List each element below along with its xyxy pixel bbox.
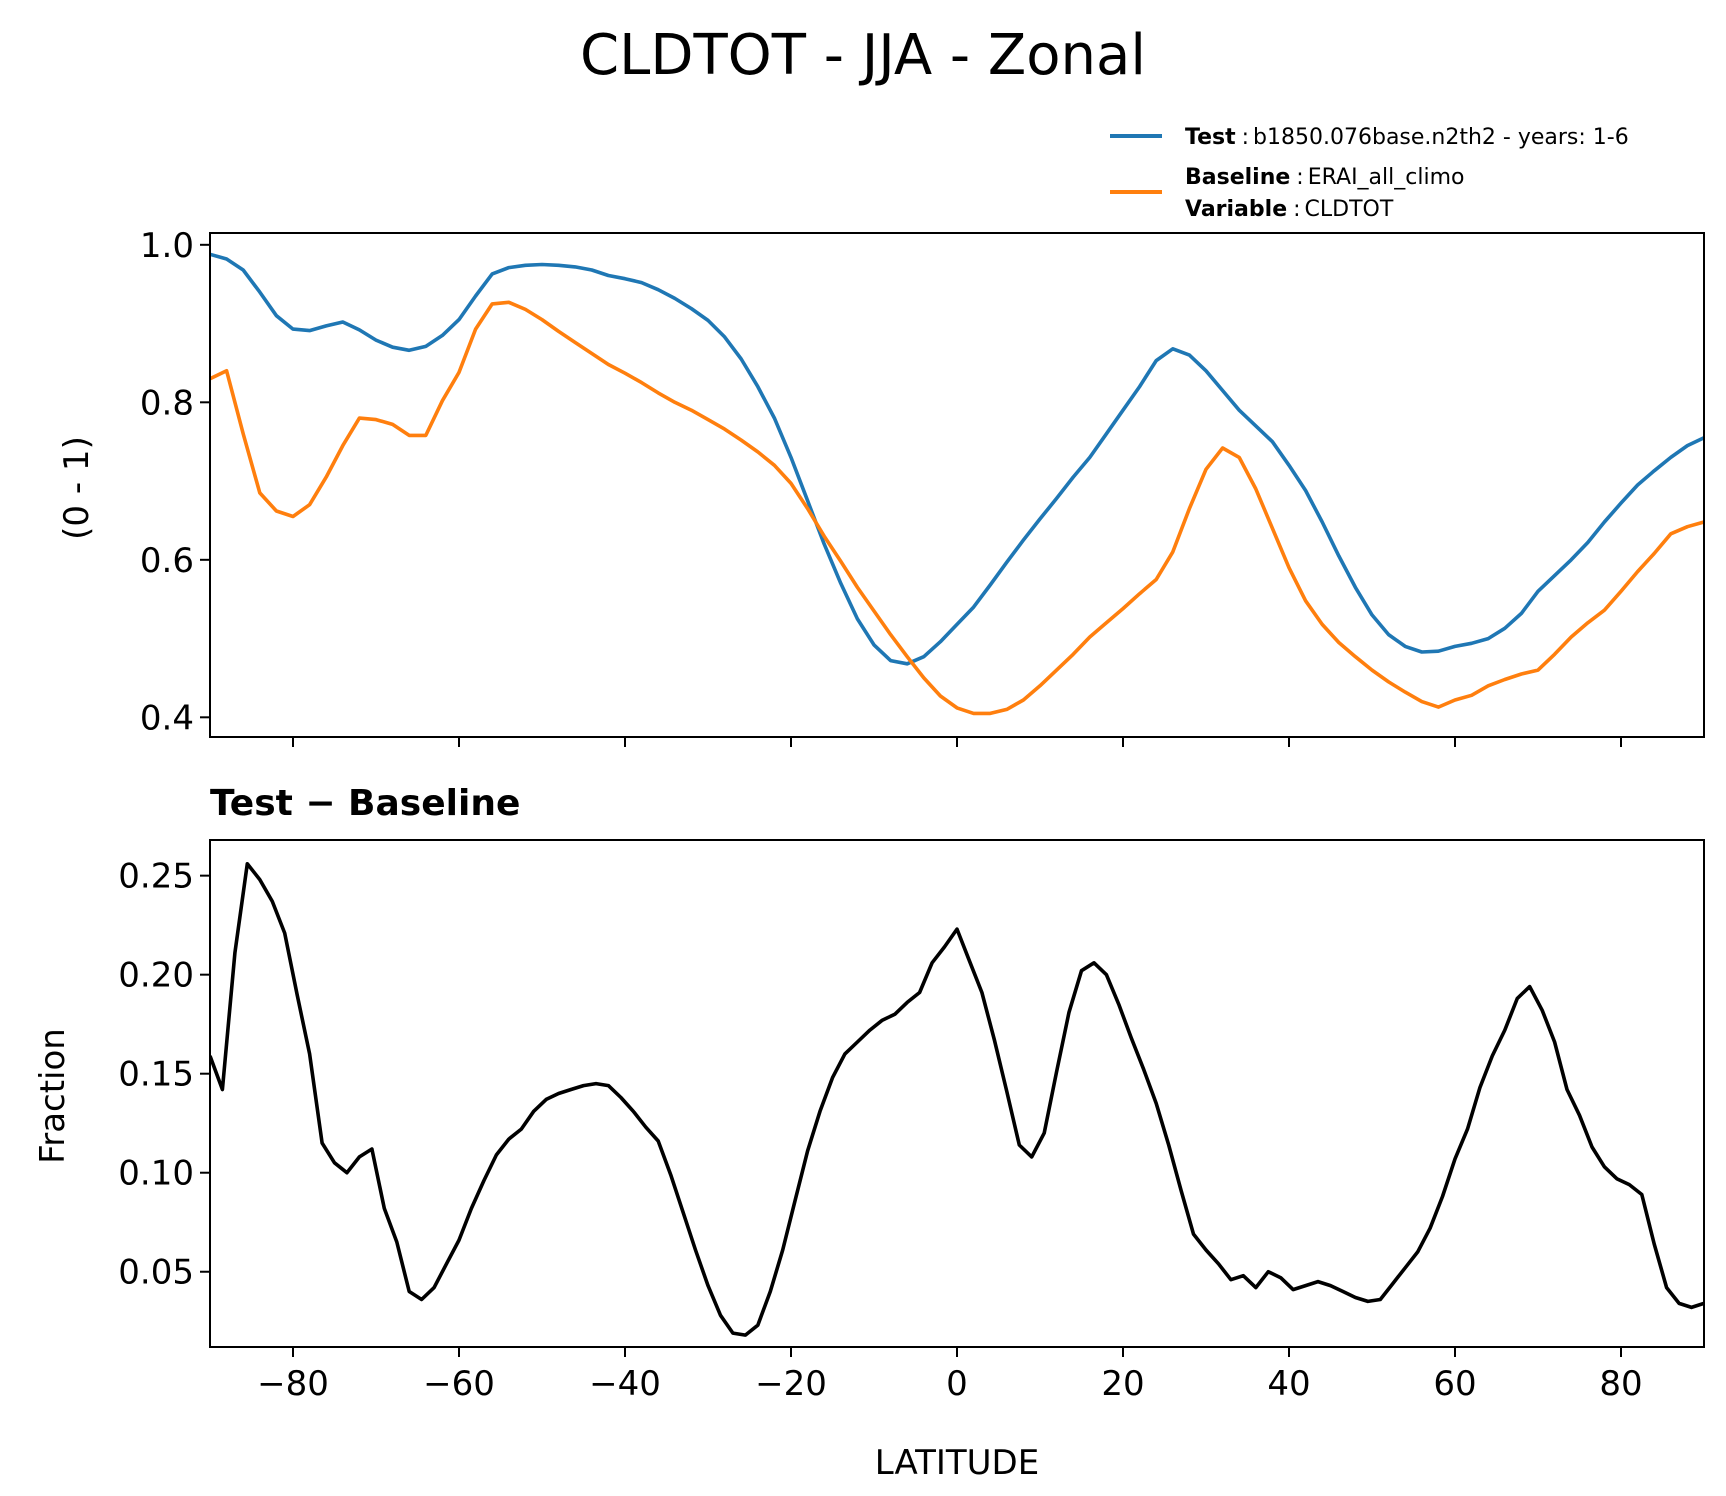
- plot-area: [210, 252, 1704, 716]
- x-tick-label: −20: [755, 1364, 827, 1404]
- x-tick-label: −40: [589, 1364, 661, 1404]
- top-panel-y-label: (0 - 1): [57, 436, 97, 540]
- y-tick-label: 0.4: [140, 698, 194, 738]
- y-tick-label: 0.6: [140, 541, 194, 581]
- series-line-baseline: [210, 300, 1704, 716]
- legend-entry-baseline: Baseline: ERAI_all_climo: [1185, 165, 1464, 190]
- top-panel: 0.4 0.6 0.8 1.0: [140, 226, 1705, 747]
- difference-panel-y-label: Fraction: [33, 1028, 73, 1164]
- y-tick-label: 0.8: [140, 383, 194, 423]
- x-tick-label: 0: [946, 1364, 968, 1404]
- legend-entry-test: Test: b1850.076base.n2th2 - years: 1-6: [1185, 125, 1629, 150]
- legend-baseline-sep: :: [1296, 165, 1303, 190]
- series-line-test: [210, 252, 1704, 666]
- y-tick-label: 0.25: [118, 857, 194, 897]
- x-tick-label: 40: [1267, 1364, 1310, 1404]
- x-tick-label: 20: [1101, 1364, 1144, 1404]
- x-tick-label: 80: [1599, 1364, 1642, 1404]
- series-line-test-baseline: [210, 862, 1704, 1337]
- x-axis-label: LATITUDE: [875, 1443, 1039, 1483]
- difference-panel: −80 −60 −40 −20 0 20 40 60 80 0.05 0.10 0.15 0.20 0.2…: [118, 839, 1705, 1404]
- chart-title: CLDTOT - JJA - Zonal: [580, 23, 1146, 88]
- legend-baseline-name: Baseline: [1185, 165, 1290, 190]
- legend-test-sep: :: [1242, 125, 1249, 150]
- legend-test-text: b1850.076base.n2th2 - years: 1-6: [1253, 125, 1629, 150]
- y-tick-label: 0.05: [118, 1253, 194, 1293]
- legend: Test: b1850.076base.n2th2 - years: 1-6 Ba…: [1110, 125, 1629, 222]
- legend-test-name: Test: [1185, 125, 1236, 150]
- difference-panel-title: Test − Baseline: [210, 783, 520, 824]
- y-tick-label: 0.15: [118, 1055, 194, 1095]
- legend-variable-sep: :: [1293, 197, 1300, 222]
- y-tick-label: 1.0: [140, 226, 194, 266]
- legend-variable-name: Variable: [1185, 197, 1287, 222]
- legend-variable-text: CLDTOT: [1305, 197, 1394, 222]
- x-tick-label: −80: [257, 1364, 329, 1404]
- plot-area: [210, 862, 1704, 1337]
- x-tick-label: −60: [423, 1364, 495, 1404]
- y-tick-label: 0.20: [118, 956, 194, 996]
- y-tick-label: 0.10: [118, 1154, 194, 1194]
- x-tick-label: 60: [1433, 1364, 1476, 1404]
- legend-entry-variable: Variable: CLDTOT: [1185, 197, 1394, 222]
- legend-baseline-text: ERAI_all_climo: [1308, 165, 1465, 190]
